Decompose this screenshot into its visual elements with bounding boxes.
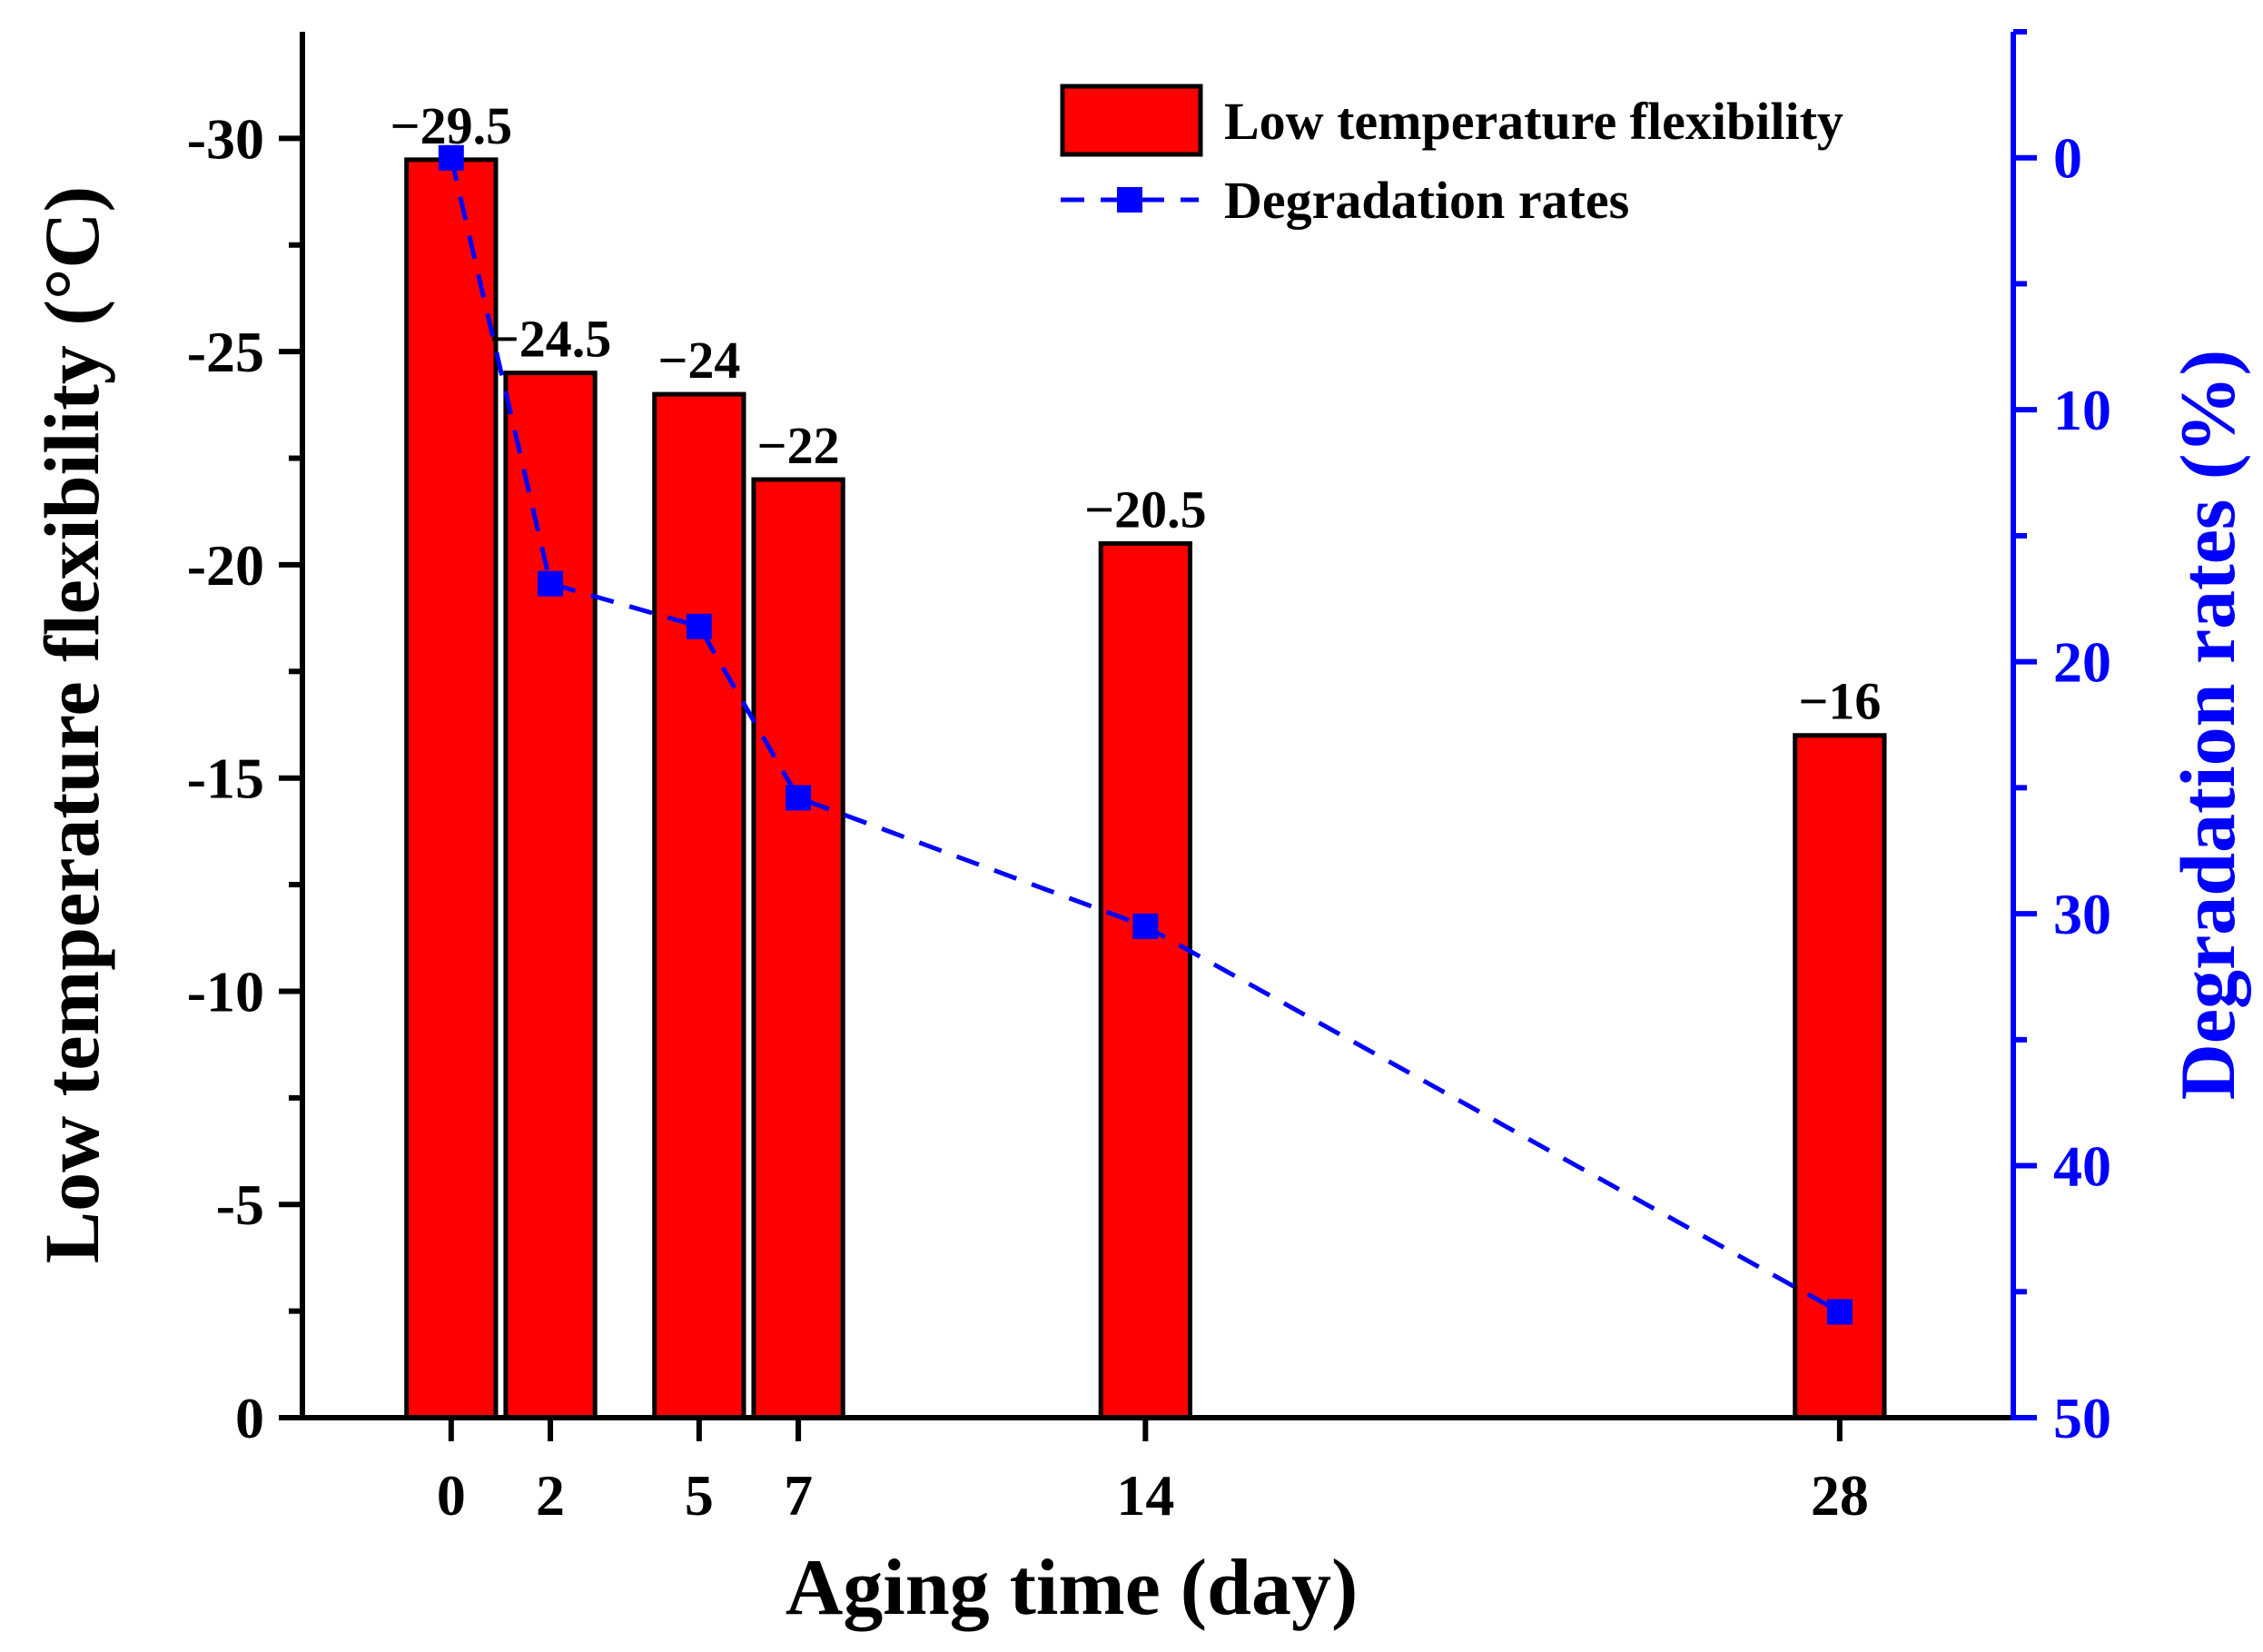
bar-data-label: −22 bbox=[757, 416, 840, 475]
plot-area bbox=[404, 144, 1887, 1420]
left-tick-label: 0 bbox=[235, 1386, 264, 1450]
right-tick-label: 50 bbox=[2053, 1386, 2111, 1450]
legend-label-flexibility: Low temperature flexibility bbox=[1224, 92, 1843, 151]
x-tick-label: 5 bbox=[685, 1463, 714, 1528]
bar bbox=[751, 477, 845, 1420]
bar-data-label: −24.5 bbox=[489, 310, 612, 369]
left-axis-title: Low temperature flexibility (°C) bbox=[28, 186, 115, 1263]
degradation-marker bbox=[1826, 1299, 1853, 1325]
bar-data-label: −29.5 bbox=[390, 96, 513, 155]
left-tick-label: -25 bbox=[187, 320, 264, 384]
x-tick-label: 0 bbox=[437, 1463, 466, 1528]
legend: Low temperature flexibility Degradation r… bbox=[1060, 84, 1843, 230]
left-tick-label: -5 bbox=[216, 1172, 264, 1237]
bar bbox=[652, 391, 746, 1420]
x-tick-label: 2 bbox=[536, 1463, 565, 1528]
legend-marker-swatch bbox=[1117, 187, 1142, 213]
right-tick-label: 40 bbox=[2053, 1134, 2111, 1199]
left-tick-label: -30 bbox=[187, 106, 264, 171]
bar bbox=[1098, 540, 1192, 1420]
bar-data-label: −16 bbox=[1798, 672, 1881, 731]
axes: 0 -5 -10 -15 -20 -25 -30 0 2 5 7 14 28 0 10 20 30 40 50 bbox=[187, 29, 2111, 1528]
right-tick-label: 20 bbox=[2053, 630, 2111, 695]
bar bbox=[503, 371, 598, 1420]
left-tick-label: -10 bbox=[187, 959, 264, 1024]
x-tick-label: 14 bbox=[1116, 1463, 1174, 1528]
legend-label-degradation: Degradation rates bbox=[1224, 171, 1629, 230]
degradation-marker bbox=[686, 613, 712, 639]
x-axis-title: Aging time (day) bbox=[786, 1544, 1359, 1632]
legend-bar-swatch bbox=[1060, 84, 1203, 157]
left-tick-label: -20 bbox=[187, 533, 264, 598]
right-axis-title: Degradation rates (%) bbox=[2164, 350, 2251, 1100]
chart-labels: −29.5 −24.5 −24 −22 −20.5 −16 Aging time (day)… bbox=[28, 96, 2251, 1632]
left-tick-label: -15 bbox=[187, 747, 264, 811]
right-tick-label: 0 bbox=[2053, 126, 2082, 191]
bar-data-label: −24 bbox=[657, 331, 740, 390]
degradation-line bbox=[449, 157, 1842, 1314]
degradation-marker bbox=[438, 144, 464, 171]
degradation-marker bbox=[1132, 913, 1159, 939]
right-tick-label: 30 bbox=[2053, 882, 2111, 946]
degradation-marker bbox=[786, 785, 812, 811]
degradation-marker bbox=[538, 570, 564, 597]
right-tick-label: 10 bbox=[2053, 378, 2111, 442]
x-tick-label: 28 bbox=[1811, 1463, 1869, 1528]
bar bbox=[404, 157, 499, 1420]
bar-data-label: −20.5 bbox=[1084, 480, 1207, 539]
x-tick-label: 7 bbox=[784, 1463, 813, 1528]
